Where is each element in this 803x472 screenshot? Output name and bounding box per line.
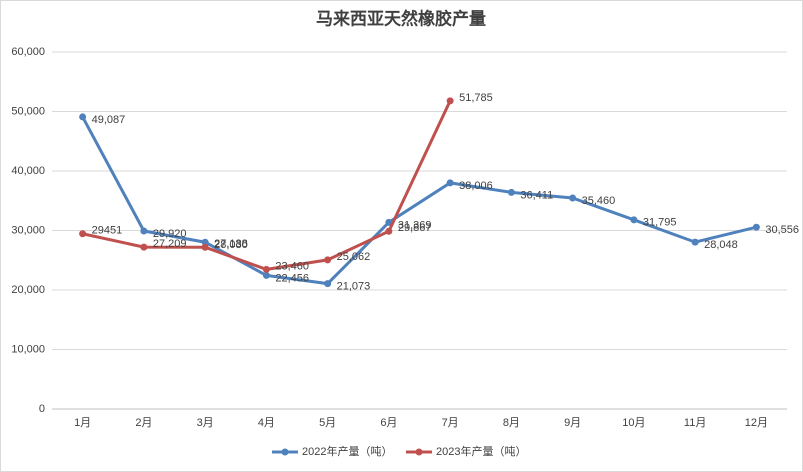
data-point: [262, 271, 270, 279]
data-label: 35,460: [582, 195, 616, 207]
data-point: [201, 238, 209, 246]
data-label: 21,073: [337, 281, 371, 293]
series-line: [81, 116, 757, 286]
data-label: 25,062: [337, 251, 371, 263]
legend-label: 2022年产量（吨）: [302, 444, 392, 458]
data-label: 49,087: [92, 114, 126, 126]
x-tick-label: 5月: [319, 417, 336, 429]
data-label: 29,920: [153, 228, 187, 240]
x-tick-label: 8月: [503, 417, 520, 429]
data-point: [324, 256, 332, 264]
data-label: 31,369: [398, 219, 432, 231]
x-tick-label: 6月: [380, 417, 397, 429]
x-tick-label: 3月: [197, 417, 214, 429]
x-tick-label: 10月: [622, 417, 645, 429]
data-label: 28,048: [704, 239, 738, 251]
x-tick-label: 2月: [135, 417, 152, 429]
x-tick-label: 4月: [258, 417, 275, 429]
data-label: 38,006: [459, 180, 493, 192]
x-tick-label: 11月: [684, 417, 706, 429]
x-tick-label: 7月: [442, 417, 459, 429]
data-label: 22,456: [275, 272, 309, 284]
data-point: [691, 238, 699, 246]
legend-label: 2023年产量（吨）: [436, 444, 526, 458]
y-tick-label: 10,000: [11, 343, 45, 355]
data-point: [507, 188, 515, 196]
legend-marker: [415, 448, 423, 456]
x-tick-label: 1月: [74, 417, 91, 429]
data-label: 29,867: [398, 222, 432, 234]
y-tick-label: 60,000: [11, 46, 45, 58]
data-label: 23,460: [275, 260, 309, 272]
data-point: [201, 243, 209, 251]
data-label: 29451: [92, 225, 123, 237]
data-label: 36,411: [520, 189, 553, 201]
chart-title: 马来西亚天然橡胶产量: [316, 9, 486, 30]
data-point: [446, 97, 454, 105]
data-label: 27,209: [153, 238, 187, 250]
x-tick-label: 9月: [564, 417, 581, 429]
y-tick-label: 0: [39, 403, 45, 415]
data-label: 30,556: [765, 224, 799, 236]
data-point: [79, 113, 87, 121]
data-label: 31,795: [643, 217, 677, 229]
data-point: [569, 194, 577, 202]
y-tick-label: 20,000: [11, 284, 45, 296]
data-point: [630, 216, 638, 224]
y-tick-label: 50,000: [11, 105, 45, 117]
data-point: [385, 227, 393, 235]
y-tick-label: 30,000: [11, 224, 45, 236]
data-label: 28,030: [214, 239, 248, 251]
data-point: [324, 280, 332, 288]
data-label: 51,785: [459, 92, 493, 104]
data-point: [752, 223, 760, 231]
data-point: [446, 179, 454, 187]
legend-marker: [281, 448, 289, 456]
data-label: 27,188: [214, 238, 248, 250]
data-point: [140, 227, 148, 235]
data-point: [140, 243, 148, 251]
x-tick-label: 12月: [745, 417, 768, 429]
data-point: [79, 230, 87, 238]
data-point: [262, 265, 270, 273]
y-tick-label: 40,000: [11, 165, 45, 177]
